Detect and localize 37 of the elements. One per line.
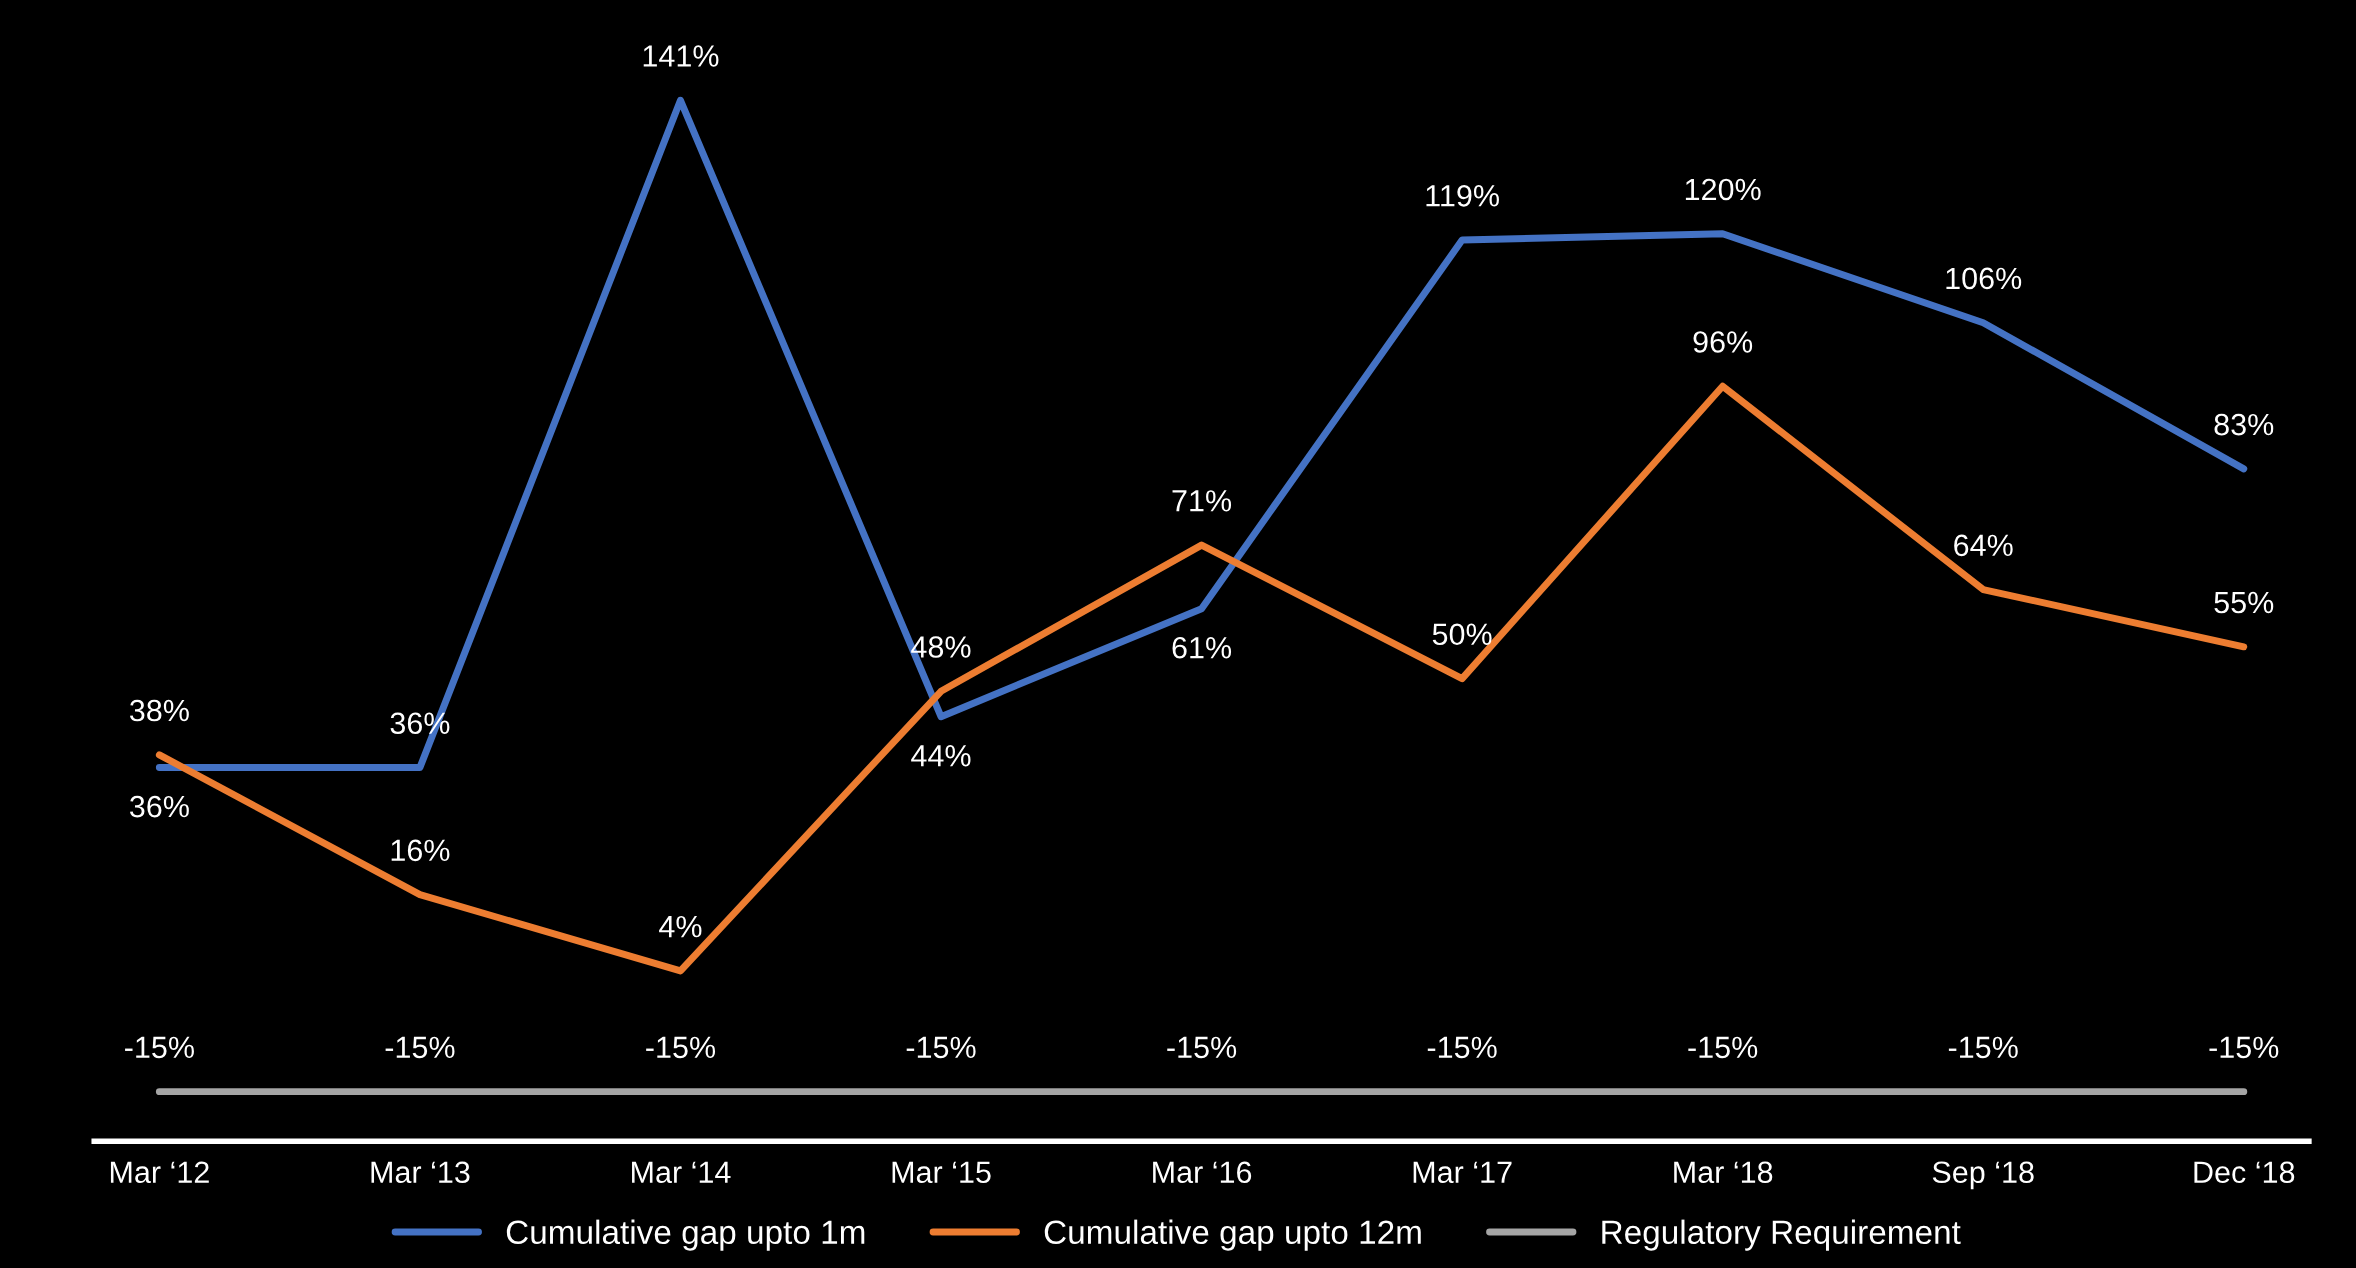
legend-label: Cumulative gap upto 1m xyxy=(506,1219,865,1251)
data-label: -15% xyxy=(1167,1036,1237,1059)
x-tick-label: Sep ‘18 xyxy=(1932,1161,2034,1190)
data-label: -15% xyxy=(385,1036,455,1059)
data-label: 4% xyxy=(659,915,702,938)
legend-label: Regulatory Requirement xyxy=(1602,1219,1961,1251)
data-label: 50% xyxy=(1432,623,1492,646)
x-tick-label: Mar ‘17 xyxy=(1413,1161,1512,1184)
data-label: 55% xyxy=(2214,591,2274,614)
data-label: -15% xyxy=(125,1036,194,1059)
data-label: -15% xyxy=(1948,1036,2018,1059)
data-label: 36% xyxy=(129,795,189,818)
data-label: 106% xyxy=(1946,267,2022,290)
data-label: 38% xyxy=(129,699,189,722)
x-tick-label: Mar ‘12 xyxy=(110,1161,209,1184)
data-label: 44% xyxy=(911,745,971,767)
data-label: 119% xyxy=(1426,184,1499,207)
x-tick-label: Mar ‘16 xyxy=(1153,1161,1252,1184)
data-label: -15% xyxy=(2209,1036,2279,1059)
data-label: 141% xyxy=(643,45,719,67)
data-label: 83% xyxy=(2214,413,2274,436)
x-tick-label: Mar ‘18 xyxy=(1674,1161,1773,1184)
data-label: 16% xyxy=(391,839,450,862)
data-label: 64% xyxy=(1954,534,2013,557)
data-label: 71% xyxy=(1172,490,1232,512)
legend-label: Cumulative gap upto 12m xyxy=(1044,1219,1421,1251)
data-label: -15% xyxy=(906,1036,976,1059)
x-tick-label: Mar ‘14 xyxy=(632,1161,731,1184)
data-label: 120% xyxy=(1685,178,1761,201)
x-tick-label: Mar ‘15 xyxy=(892,1161,991,1184)
x-tick-label: Mar ‘13 xyxy=(371,1161,470,1184)
data-label: 96% xyxy=(1693,331,1753,353)
x-tick-label: Dec ‘18 xyxy=(2194,1161,2295,1184)
data-label: -15% xyxy=(1688,1036,1758,1059)
data-label: -15% xyxy=(1427,1036,1497,1059)
data-label: 61% xyxy=(1172,636,1232,659)
data-label: -15% xyxy=(646,1036,716,1059)
